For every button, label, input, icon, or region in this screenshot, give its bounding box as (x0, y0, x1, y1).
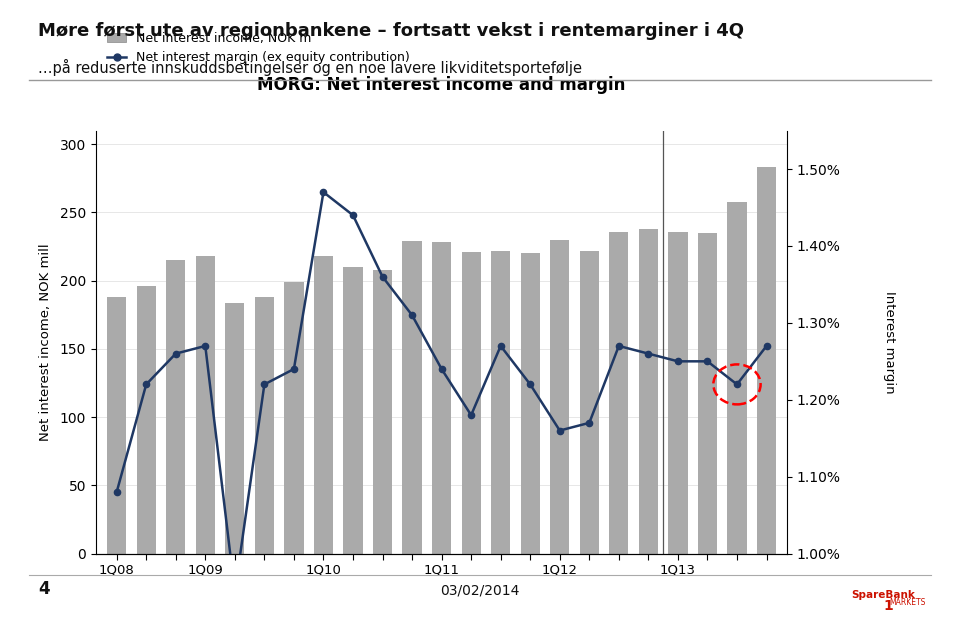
Text: MORG: Net interest income and margin: MORG: Net interest income and margin (257, 76, 626, 94)
Text: 1: 1 (883, 598, 893, 613)
Bar (136, 286, 156, 554)
Bar (756, 167, 776, 554)
Bar (698, 233, 717, 554)
Bar (638, 229, 658, 554)
Bar (226, 302, 245, 554)
Bar (462, 252, 481, 554)
Text: SpareBank: SpareBank (852, 590, 915, 600)
Text: 03/02/2014: 03/02/2014 (441, 583, 519, 597)
Bar (254, 297, 274, 554)
Text: …på reduserte innskuddsbetingelser og en noe lavere likviditetsportefølje: …på reduserte innskuddsbetingelser og en… (38, 59, 583, 76)
Bar (520, 253, 540, 554)
Legend: Net interest income, NOK m, Net interest margin (ex equity contribution): Net interest income, NOK m, Net interest… (103, 27, 415, 69)
Bar (372, 270, 392, 554)
Bar (402, 241, 421, 554)
Bar (432, 243, 451, 554)
Bar (668, 231, 687, 554)
Bar (550, 239, 569, 554)
Bar (728, 202, 747, 554)
Bar (610, 231, 629, 554)
Y-axis label: Interest margin: Interest margin (882, 291, 896, 393)
Text: MARKETS: MARKETS (889, 598, 925, 606)
Bar (166, 260, 185, 554)
Bar (284, 282, 303, 554)
Bar (580, 251, 599, 554)
Bar (314, 256, 333, 554)
Y-axis label: Net interest income, NOK mill: Net interest income, NOK mill (38, 243, 52, 441)
Bar (344, 267, 363, 554)
Bar (492, 251, 511, 554)
Text: Møre først ute av regionbankene – fortsatt vekst i rentemarginer i 4Q: Møre først ute av regionbankene – fortsa… (38, 22, 744, 40)
Text: 4: 4 (38, 580, 50, 598)
Bar (108, 297, 127, 554)
Bar (196, 256, 215, 554)
